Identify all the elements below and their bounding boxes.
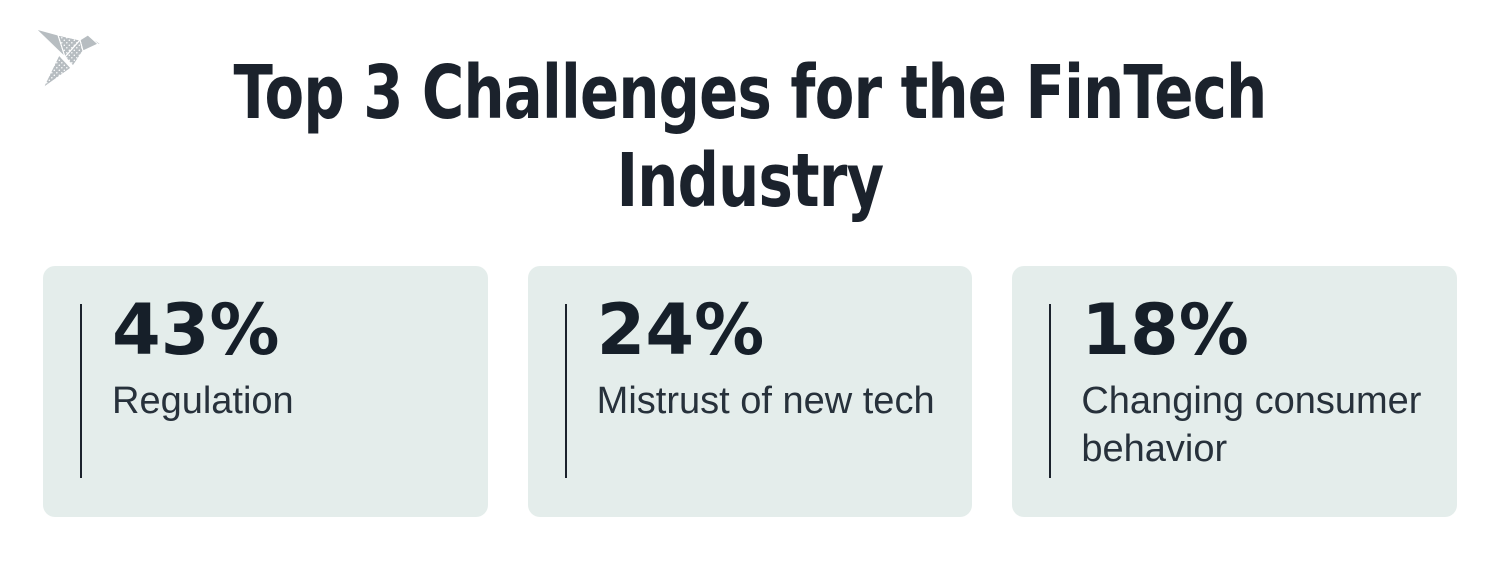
stat-card-regulation: 43% Regulation bbox=[43, 266, 488, 517]
stat-card-consumer-behavior: 18% Changing consumer behavior bbox=[1012, 266, 1458, 517]
page-title: Top 3 Challenges for the FinTech Industr… bbox=[165, 0, 1335, 225]
stat-label: Changing consumer behavior bbox=[1081, 380, 1422, 470]
stat-card-grid: 43% Regulation 24% Mistrust of new tech … bbox=[43, 266, 1458, 517]
stat-value: 18% bbox=[1081, 289, 1249, 371]
accent-line bbox=[80, 304, 82, 478]
accent-line bbox=[1049, 304, 1052, 478]
stat-label: Mistrust of new tech bbox=[596, 380, 935, 422]
origami-bird-icon bbox=[35, 28, 103, 89]
accent-line bbox=[564, 304, 567, 478]
page-title-line1: Top 3 Challenges for the FinTech bbox=[233, 50, 1268, 136]
stat-value: 43% bbox=[112, 289, 280, 371]
stat-value: 24% bbox=[596, 289, 765, 371]
stat-label: Regulation bbox=[112, 380, 294, 422]
page-title-line2: Industry bbox=[616, 138, 885, 224]
stat-card-mistrust: 24% Mistrust of new tech bbox=[527, 266, 973, 517]
